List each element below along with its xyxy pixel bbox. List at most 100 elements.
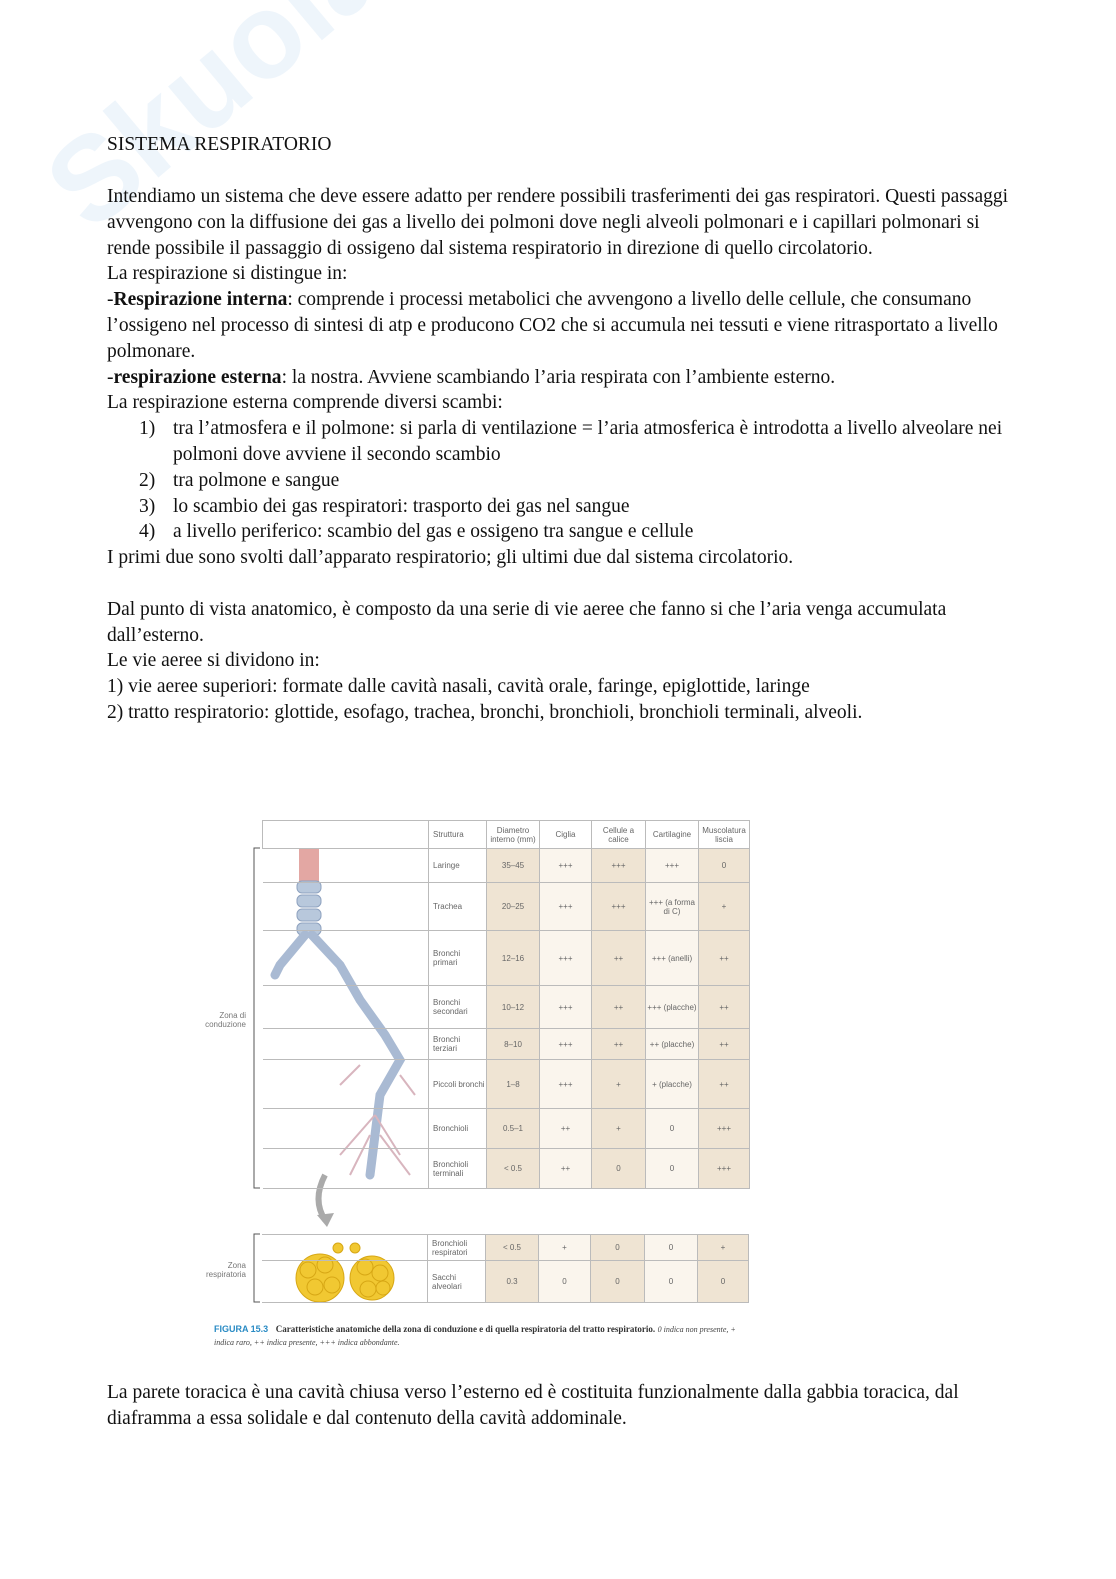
table-cell: ++ [698,1059,750,1109]
paragraph: 1) vie aeree superiori: formate dalle ca… [107,676,810,698]
table-cell: +++ [591,882,646,931]
table-cell: 20–25 [486,882,540,931]
table-cell: 0 [698,848,750,883]
list-item: 2) tra polmone e sangue [139,469,340,491]
column-header: Ciglia [539,820,592,849]
paragraph: La respirazione si distingue in: [107,263,348,285]
table-cell: Piccoli bronchi [428,1059,487,1109]
table-cell: +++ [591,848,646,883]
table-cell: Bronchi terziari [428,1028,487,1060]
list-item: 1) tra l’atmosfera e il polmone: si parla… [139,418,1003,465]
table-cell: +++ [539,1028,592,1060]
table-cell: 35–45 [486,848,540,883]
table-cell: +++ [539,1059,592,1109]
table-cell: ++ [591,930,646,986]
list-item: 3) lo scambio dei gas respiratori: traspo… [139,495,630,517]
body-text: Intendiamo un sistema che deve essere ad… [107,184,1017,726]
paragraph: -Respirazione interna: comprende i proce… [107,289,998,362]
table-cell: ++ [698,1028,750,1060]
table-cell: 12–16 [486,930,540,986]
table-cell: 0.3 [485,1260,539,1303]
column-header: Muscolatura liscia [698,820,750,849]
table-cell: Bronchi primari [428,930,487,986]
table-cell: +++ [698,1108,750,1149]
table-cell: 0 [645,1108,699,1149]
table-cell: +++ [539,882,592,931]
table-cell: 0 [590,1260,645,1303]
table-cell: Bronchioli [428,1108,487,1149]
table-cell: ++ [539,1108,592,1149]
table-cell: 0.5–1 [486,1108,540,1149]
table-cell: +++ [698,1148,750,1189]
paragraph: Intendiamo un sistema che deve essere ad… [107,186,1009,259]
paragraph: I primi due sono svolti dall’apparato re… [107,547,794,569]
table-cell: +++ [539,930,592,986]
table-cell: + [697,1234,749,1261]
table-cell: 10–12 [486,985,540,1029]
table-cell: 0 [697,1260,749,1303]
list-item: 4) a livello periferico: scambio del gas … [139,521,694,543]
table-cell: 0 [645,1148,699,1189]
table-cell: +++ [645,848,699,883]
table-cell: Bronchi secondari [428,985,487,1029]
table-cell: ++ (placche) [645,1028,699,1060]
table-cell: 0 [591,1148,646,1189]
column-header: Struttura [428,820,487,849]
paragraph: La respirazione esterna comprende divers… [107,392,503,414]
table-cell: 0 [644,1234,698,1261]
paragraph: Le vie aeree si dividono in: [107,650,320,672]
table-cell: Trachea [428,882,487,931]
table-row: Sacchi alveolari 0.3 0 0 0 0 [262,1260,749,1303]
table-cell: < 0.5 [486,1148,540,1189]
table-cell: ++ [698,930,750,986]
table-cell: ++ [698,985,750,1029]
respiratory-bracket [253,1233,260,1303]
figure-caption: FIGURA 15.3 Caratteristiche anatomiche d… [214,1324,736,1347]
closing-paragraph: La parete toracica è una cavità chiusa v… [107,1382,959,1429]
table-row: Piccoli bronchi 1–8 +++ + + (placche) ++ [262,1059,750,1109]
table-cell: Bronchioli terminali [428,1148,487,1189]
table-cell: + [698,882,750,931]
paragraph: Dal punto di vista anatomico, è composto… [107,598,947,646]
table-cell: 0 [590,1234,645,1261]
table-row: Trachea 20–25 +++ +++ +++ (a forma di C) + [262,882,750,931]
table-cell: +++ (a forma di C) [645,882,699,931]
table-row: Bronchioli terminali < 0.5 ++ 0 0 +++ [262,1148,750,1189]
paragraph: -respirazione esterna: la nostra. Avvien… [107,366,836,388]
paragraph: 2) tratto respiratorio: glottide, esofag… [107,701,863,723]
table-cell: < 0.5 [485,1234,539,1261]
table-row: Bronchi terziari 8–10 +++ ++ ++ (placche) ++ [262,1028,750,1060]
table-row: Bronchi secondari 10–12 +++ ++ +++ (placche)… [262,985,750,1029]
table-row: Bronchi primari 12–16 +++ ++ +++ (anelli) ++ [262,930,750,986]
document-title: SISTEMA RESPIRATORIO [107,134,332,155]
scambi-list: 1) tra l’atmosfera e il polmone: si parla… [107,416,1017,545]
table-cell: + (placche) [645,1059,699,1109]
table-cell: +++ (anelli) [645,930,699,986]
figure-15-3: Zona di conduzione Zona respiratoria Str… [200,815,750,1355]
table-cell: 0 [538,1260,591,1303]
table-cell: + [591,1108,646,1149]
table-cell: +++ [539,848,592,883]
table-row: Bronchioli 0.5–1 ++ +0 +++ [262,1108,750,1149]
zona-respiratoria-label: Zona respiratoria [205,1261,246,1279]
conduction-bracket [253,847,260,1189]
conduction-table: Struttura Diametro interno (mm) Ciglia Cell… [262,820,750,1189]
table-cell: 0 [644,1260,698,1303]
table-cell: 8–10 [486,1028,540,1060]
table-cell: + [538,1234,591,1261]
table-cell: ++ [591,1028,646,1060]
table-cell: 1–8 [486,1059,540,1109]
respiratory-table: Bronchioli respiratori < 0.5 +0 0 + Sacchi al… [262,1234,749,1303]
table-row: Bronchioli respiratori < 0.5 +0 0 + [262,1234,749,1261]
table-cell: Laringe [428,848,487,883]
column-header: Cellule a calice [591,820,646,849]
zona-conduzione-label: Zona di conduzione [205,1011,246,1029]
table-cell: Bronchioli respiratori [427,1234,486,1261]
table-row: Laringe 35–45 +++ +++ +++ 0 [262,848,750,883]
column-header: Diametro interno (mm) [486,820,540,849]
table-cell: +++ [539,985,592,1029]
table-cell: ++ [591,985,646,1029]
table-cell: ++ [539,1148,592,1189]
table-cell: Sacchi alveolari [427,1260,486,1303]
table-header-row: Struttura Diametro interno (mm) Ciglia Cell… [262,820,750,849]
